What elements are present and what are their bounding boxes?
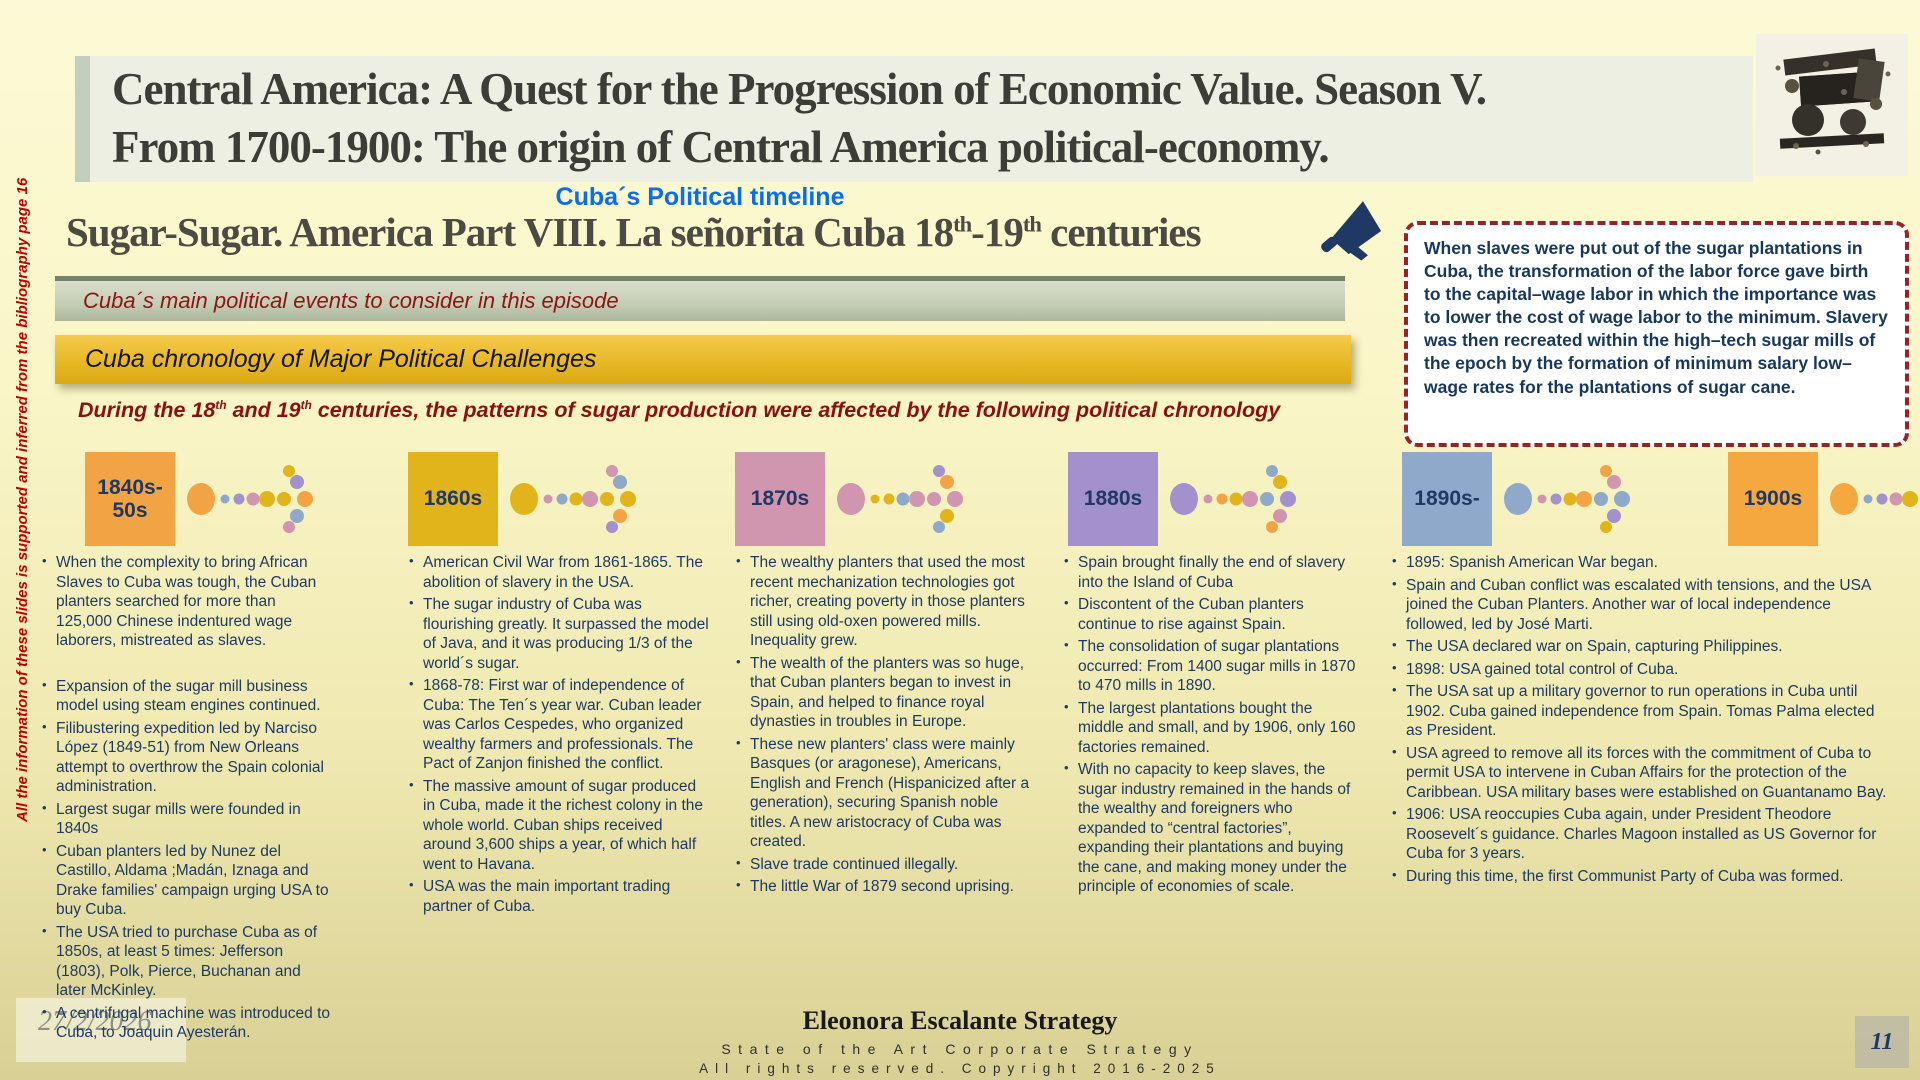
bullets-column-1840s-50s: When the complexity to bring African Sla…: [40, 553, 335, 1046]
bullet-group: Spain brought finally the end of slavery…: [1062, 553, 1362, 897]
bullet-item: A centrifugal machine was introduced to …: [40, 1004, 335, 1043]
text-run: centuries: [1040, 209, 1201, 255]
timeline-station-1900s: 1900s: [1728, 449, 1920, 549]
title-block: Central America: A Quest for the Progres…: [75, 56, 1753, 182]
bullet-item: The USA sat up a military governor to ru…: [1390, 682, 1895, 741]
decade-box: 1870s: [735, 452, 825, 546]
bullet-item: When the complexity to bring African Sla…: [40, 553, 335, 651]
footer-tagline: State of the Art Corporate Strategy: [721, 1041, 1199, 1057]
bullet-item: These new planters' class were mainly Ba…: [734, 735, 1036, 852]
bullet-item: American Civil War from 1861-1865. The a…: [407, 553, 709, 592]
bullet-group: American Civil War from 1861-1865. The a…: [407, 553, 709, 916]
title-line-1: Central America: A Quest for the Progres…: [112, 64, 1487, 114]
text-run: and 19: [226, 398, 301, 422]
bullet-item: The sugar industry of Cuba was flourishi…: [407, 595, 709, 673]
bullets-column-1860s: American Civil War from 1861-1865. The a…: [407, 553, 709, 919]
superscript: th: [953, 211, 972, 237]
bullet-item: Slave trade continued illegally.: [734, 855, 1036, 875]
bullet-item: The USA tried to purchase Cuba as of 185…: [40, 923, 335, 1001]
text-run: Sugar-Sugar. America Part VIII. La señor…: [66, 209, 954, 255]
bullet-item: 1906: USA reoccupies Cuba again, under P…: [1390, 805, 1895, 864]
bullet-item: The USA declared war on Spain, capturing…: [1390, 637, 1895, 657]
bullet-item: Cuban planters led by Nunez del Castillo…: [40, 842, 335, 920]
decade-box: 1860s: [408, 452, 498, 546]
bullet-group: 1895: Spanish American War began. Spain a…: [1390, 553, 1895, 886]
decade-box: 1900s: [1728, 452, 1818, 546]
bullet-item: The wealthy planters that used the most …: [734, 553, 1036, 651]
decade-box: 1840s-50s: [85, 452, 175, 546]
dots-arrow-decoration: [1830, 483, 1918, 515]
bullet-item: USA was the main important trading partn…: [407, 877, 709, 916]
bullet-item: Filibustering expedition led by Narciso …: [40, 719, 335, 797]
bullets-column-1870s: The wealthy planters that used the most …: [734, 553, 1036, 900]
green-banner: Cuba´s main political events to consider…: [55, 276, 1345, 321]
superscript: th: [215, 397, 227, 412]
green-banner-label: Cuba´s main political events to consider…: [83, 288, 619, 313]
political-timeline-subtitle: Cuba´s Political timeline: [555, 183, 845, 211]
bullet-item: Largest sugar mills were founded in 1840…: [40, 800, 335, 839]
callout-text: When slaves were put out of the sugar pl…: [1424, 238, 1888, 397]
bullet-item: The little War of 1879 second uprising.: [734, 877, 1036, 897]
sugar-heading: Sugar-Sugar. America Part VIII. La señor…: [66, 208, 1366, 256]
superscript: th: [300, 397, 312, 412]
gold-banner-label: Cuba chronology of Major Political Chall…: [85, 345, 597, 373]
bibliography-side-note: All the information of these slides is s…: [14, 177, 31, 822]
superscript: th: [1022, 211, 1042, 237]
bullet-item: The largest plantations bought the middl…: [1062, 699, 1362, 758]
bullet-group: When the complexity to bring African Sla…: [40, 553, 335, 651]
bullet-item: Spain brought finally the end of slavery…: [1062, 553, 1362, 592]
gold-banner: Cuba chronology of Major Political Chall…: [55, 335, 1351, 384]
bullet-item: Discontent of the Cuban planters continu…: [1062, 595, 1362, 634]
decade-box: 1880s: [1068, 452, 1158, 546]
dots-arrow-decoration: [837, 465, 963, 533]
bullet-item: With no capacity to keep slaves, the sug…: [1062, 760, 1362, 897]
bullet-item: USA agreed to remove all its forces with…: [1390, 744, 1895, 803]
dots-arrow-decoration: [187, 465, 313, 533]
timeline-station-1840s-50s: 1840s-50s: [85, 449, 335, 549]
slavery-callout-box: When slaves were put out of the sugar pl…: [1404, 221, 1909, 447]
intro-paragraph: During the 18th and 19th centuries, the …: [78, 396, 1348, 424]
timeline-station-1860s: 1860s: [408, 449, 658, 549]
timeline-station-1890s-: 1890s-: [1402, 449, 1652, 549]
timeline-station-1880s: 1880s: [1068, 449, 1318, 549]
bullet-item: Expansion of the sugar mill business mod…: [40, 677, 335, 716]
bullet-item: 1898: USA gained total control of Cuba.: [1390, 660, 1895, 680]
title-line-2: From 1700-1900: The origin of Central Am…: [112, 122, 1330, 172]
dots-arrow-decoration: [1170, 465, 1296, 533]
vintage-machine-image: [1756, 34, 1908, 176]
bullet-item: 1895: Spanish American War began.: [1390, 553, 1895, 573]
bullets-column-1880s: Spain brought finally the end of slavery…: [1062, 553, 1362, 900]
page-number: 11: [1855, 1016, 1909, 1068]
text-run: centuries, the patterns of sugar product…: [311, 398, 1281, 422]
bullet-item: 1868-78: First war of independence of Cu…: [407, 676, 709, 774]
footer-copyright: All rights reserved. Copyright 2016-2025: [699, 1061, 1221, 1076]
bullet-item: The wealth of the planters was so huge, …: [734, 654, 1036, 732]
bullet-item: The massive amount of sugar produced in …: [407, 777, 709, 875]
vintage-machine-etching: [1756, 34, 1908, 176]
footer-brand: Eleonora Escalante Strategy: [802, 1006, 1118, 1035]
bullet-item: The consolidation of sugar plantations o…: [1062, 637, 1362, 696]
bullet-group: Expansion of the sugar mill business mod…: [40, 677, 335, 1043]
dots-arrow-decoration: [1504, 465, 1630, 533]
bullet-group: The wealthy planters that used the most …: [734, 553, 1036, 897]
dots-arrow-decoration: [510, 465, 636, 533]
decade-box: 1890s-: [1402, 452, 1492, 546]
megaphone-icon: [1310, 194, 1394, 270]
bullets-column-1890s-1900s: 1895: Spanish American War began. Spain a…: [1390, 553, 1895, 889]
text-run: -19: [971, 209, 1024, 255]
timeline-station-1870s: 1870s: [735, 449, 985, 549]
bullet-item: During this time, the first Communist Pa…: [1390, 867, 1895, 887]
bullet-item: Spain and Cuban conflict was escalated w…: [1390, 576, 1895, 635]
text-run: During the 18: [78, 398, 216, 422]
